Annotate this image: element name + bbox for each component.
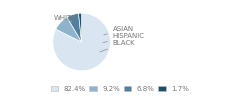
Text: BLACK: BLACK (100, 40, 135, 52)
Legend: 82.4%, 9.2%, 6.8%, 1.7%: 82.4%, 9.2%, 6.8%, 1.7% (51, 86, 189, 92)
Wedge shape (56, 17, 82, 42)
Wedge shape (67, 13, 82, 42)
Wedge shape (53, 13, 110, 71)
Text: WHITE: WHITE (54, 15, 77, 22)
Wedge shape (78, 13, 82, 42)
Text: ASIAN: ASIAN (104, 26, 134, 35)
Text: HISPANIC: HISPANIC (103, 33, 145, 43)
